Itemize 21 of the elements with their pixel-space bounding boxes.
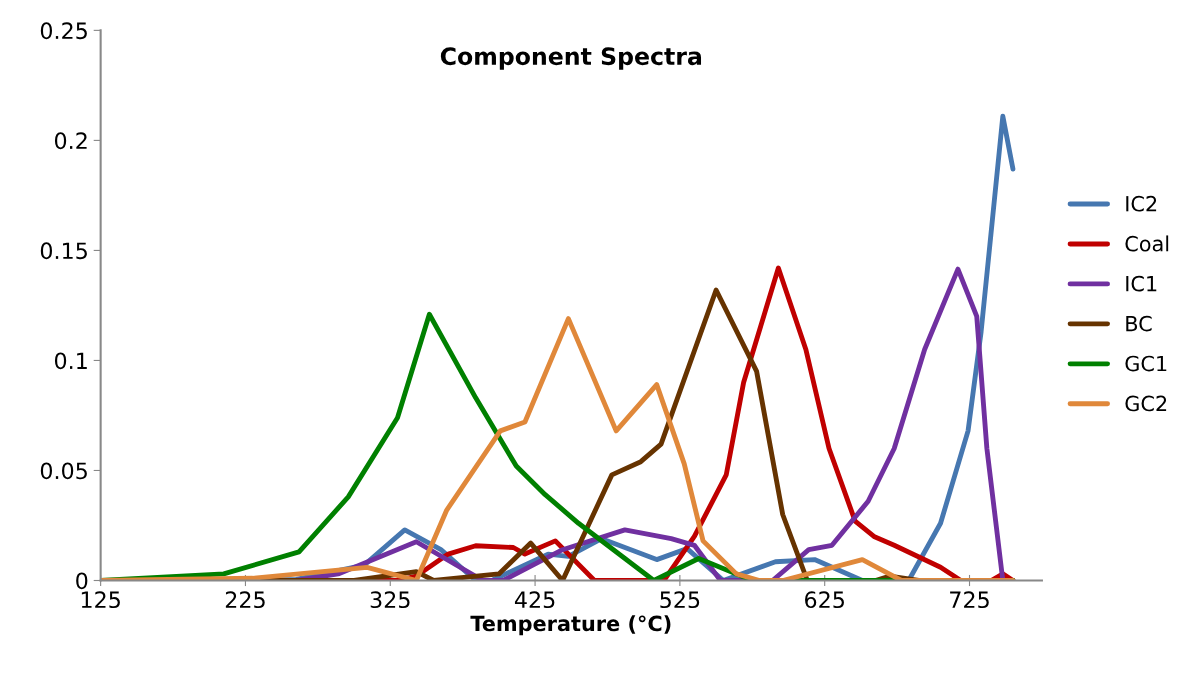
legend-label: IC1 [1126,275,1157,292]
y-tick-label: 0.15 [40,242,87,260]
legend-label: IC2 [1126,195,1157,212]
legend-label: BC [1126,315,1152,332]
x-tick-label: 225 [225,591,265,609]
y-tick-label: 0.05 [40,462,87,480]
x-tick-label: 125 [81,591,120,609]
y-tick-label: 0.1 [54,352,87,370]
y-tick-label: 0 [76,572,88,590]
legend-label: GC1 [1125,355,1167,372]
x-tick-label: 625 [805,591,844,609]
text: Component Spectra [440,47,702,70]
x-axis-title: Temperature (°C) [470,615,671,636]
x-tick-label: 425 [514,591,555,609]
x-tick-label: 325 [370,591,410,609]
legend-label: Coal [1125,235,1169,252]
x-tick-label: 725 [950,591,989,609]
x-tick-label: 525 [660,591,700,609]
y-tick-label: 0.25 [40,22,87,40]
legend-label: GC2 [1125,395,1167,412]
y-tick-label: 0.2 [54,132,87,150]
